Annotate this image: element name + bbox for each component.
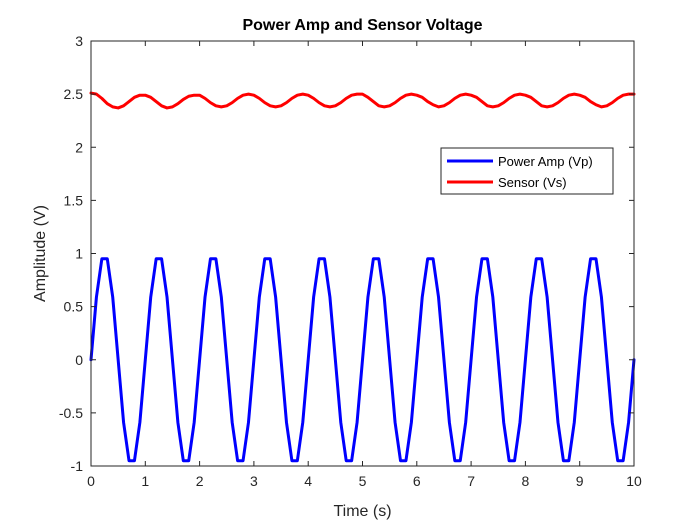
x-tick-label: 1 <box>141 473 149 489</box>
y-tick-label: 0.5 <box>64 299 84 315</box>
x-tick-label: 5 <box>359 473 367 489</box>
legend-label-power-amp: Power Amp (Vp) <box>498 154 593 169</box>
x-tick-label: 4 <box>304 473 312 489</box>
x-tick-label: 0 <box>87 473 95 489</box>
legend-box <box>440 147 614 195</box>
x-tick-label: 8 <box>522 473 530 489</box>
x-tick-label: 6 <box>413 473 421 489</box>
x-tick-label: 10 <box>626 473 642 489</box>
series-layer <box>89 91 636 463</box>
y-tick-label: 2.5 <box>64 86 84 102</box>
x-tick-label: 2 <box>196 473 204 489</box>
y-tick-label: 0 <box>75 352 83 368</box>
y-tick-label: 3 <box>75 33 83 49</box>
legend-label-sensor: Sensor (Vs) <box>498 175 567 190</box>
series-line-power-amp <box>89 257 636 463</box>
y-tick-label: 2 <box>75 139 83 155</box>
y-tick-label: 1.5 <box>64 192 84 208</box>
x-tick-label: 7 <box>467 473 475 489</box>
x-axis-title: Time (s) <box>333 503 391 520</box>
y-axis-title: Amplitude (V) <box>32 205 49 302</box>
series-line-sensor <box>89 91 636 110</box>
legend: Power Amp (Vp) Sensor (Vs) <box>440 147 614 195</box>
ticks-layer: 0 1 2 3 4 5 6 7 8 9 10 -1 -0.5 0 0.5 1 1.5 2 2.5 3 <box>59 33 642 489</box>
x-tick-label: 3 <box>250 473 258 489</box>
y-tick-label: -0.5 <box>59 405 83 421</box>
y-tick-label: 1 <box>75 246 83 262</box>
plot-area <box>91 41 634 466</box>
y-tick-label: -1 <box>71 458 84 474</box>
chart-title: Power Amp and Sensor Voltage <box>242 17 482 34</box>
x-tick-label: 9 <box>576 473 584 489</box>
